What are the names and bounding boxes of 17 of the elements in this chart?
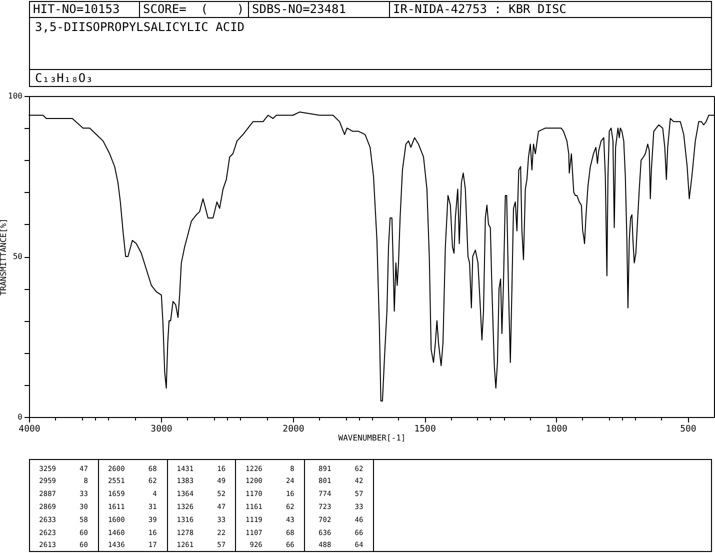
text: SDBS-NO=23481 <box>249 2 390 17</box>
x-tick-label: 500 <box>680 424 696 434</box>
x-tick-label: 3000 <box>150 424 172 434</box>
chart-subtitle: C₁₃H₁₈O₃ <box>34 70 93 86</box>
x-tick-label: 4000 <box>18 424 40 434</box>
y-axis-title: TRANSMITTANCE[%] <box>0 218 8 296</box>
y-tick-label: 0 <box>18 412 23 422</box>
x-tick-label: 2000 <box>282 424 304 434</box>
y-tick-label: 100 <box>8 92 23 100</box>
x-tick-label: 1500 <box>414 424 436 434</box>
y-tick-label: 50 <box>12 252 23 261</box>
text: HIT-NO=10153 <box>30 2 140 17</box>
text: IR-NIDA-42753 : KBR DISC <box>392 2 568 17</box>
chart-title: 3,5-DIISOPROPYLSALICYLIC ACID <box>34 20 245 35</box>
text: SCORE= ( ) <box>140 2 249 17</box>
x-axis-title: WAVENUMBER[-1] <box>338 434 406 442</box>
x-tick-label: 1000 <box>546 424 568 434</box>
